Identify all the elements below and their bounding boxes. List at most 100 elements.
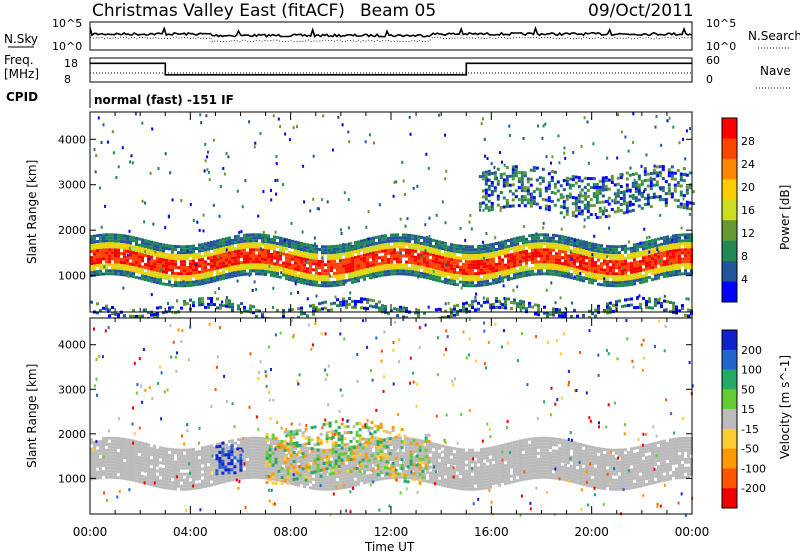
echo-cell xyxy=(561,235,564,239)
echo-cell xyxy=(138,471,141,475)
echo-cell xyxy=(501,273,504,277)
echo-cell xyxy=(297,274,300,278)
echo-cell xyxy=(450,279,453,283)
echo-cell xyxy=(345,303,348,307)
echo-cell xyxy=(387,266,390,270)
echo-cell xyxy=(501,264,504,268)
echo-cell xyxy=(153,274,156,278)
echo-cell xyxy=(309,252,312,256)
echo-cell xyxy=(516,302,519,306)
echo-cell xyxy=(492,275,495,279)
echo-cell xyxy=(132,457,135,461)
echo-cell xyxy=(288,451,291,455)
echo-cell xyxy=(679,202,683,206)
echo-cell xyxy=(485,232,488,235)
echo-cell xyxy=(345,458,348,462)
echo-cell xyxy=(129,457,132,460)
echo-cell xyxy=(171,475,174,479)
echo-cell xyxy=(547,181,551,185)
echo-cell xyxy=(429,259,432,263)
echo-cell xyxy=(120,476,123,480)
echo-cell xyxy=(279,263,282,267)
echo-cell xyxy=(147,272,150,276)
echo-cell xyxy=(327,475,330,479)
echo-cell xyxy=(642,274,645,278)
echo-cell xyxy=(555,240,558,244)
echo-cell xyxy=(360,254,363,258)
echo-cell xyxy=(303,470,306,474)
echo-cell xyxy=(666,119,669,123)
echo-cell xyxy=(453,264,456,268)
echo-cell xyxy=(412,186,415,190)
echo-cell xyxy=(354,302,357,306)
echo-cell xyxy=(342,300,345,304)
echo-cell xyxy=(450,258,453,262)
echo-cell xyxy=(384,255,387,259)
echo-cell xyxy=(339,262,342,266)
echo-cell xyxy=(612,278,615,282)
echo-cell xyxy=(126,465,129,469)
echo-cell xyxy=(510,301,513,304)
echo-cell xyxy=(678,269,681,273)
echo-cell xyxy=(414,267,417,271)
echo-cell xyxy=(334,295,337,299)
echo-cell xyxy=(333,454,336,458)
echo-cell xyxy=(456,256,459,260)
echo-cell xyxy=(99,242,102,246)
echo-cell xyxy=(300,248,303,251)
echo-cell xyxy=(423,275,426,279)
echo-cell xyxy=(339,244,342,248)
echo-cell xyxy=(255,236,258,240)
echo-cell xyxy=(288,463,291,467)
echo-cell xyxy=(516,251,519,255)
echo-cell xyxy=(336,472,339,476)
echo-cell xyxy=(105,307,108,311)
echo-cell xyxy=(465,260,468,264)
echo-cell xyxy=(246,236,249,240)
echo-cell xyxy=(159,277,162,281)
echo-cell xyxy=(552,257,555,261)
echo-cell xyxy=(490,184,494,187)
echo-cell xyxy=(357,246,360,250)
echo-cell xyxy=(231,250,234,254)
echo-cell xyxy=(669,255,672,259)
echo-cell xyxy=(100,141,103,144)
echo-cell xyxy=(327,278,330,282)
echo-cell xyxy=(228,272,231,276)
echo-cell xyxy=(342,273,345,277)
echo-cell xyxy=(591,257,594,261)
echo-cell xyxy=(282,461,285,465)
echo-cell xyxy=(507,254,510,257)
echo-cell xyxy=(264,234,267,237)
echo-cell xyxy=(570,237,573,241)
echo-cell xyxy=(624,265,627,269)
echo-cell xyxy=(255,254,258,258)
echo-cell xyxy=(255,454,258,458)
echo-cell xyxy=(105,254,108,258)
echo-cell xyxy=(132,272,135,276)
echo-cell xyxy=(336,304,339,308)
echo-cell xyxy=(525,270,528,274)
echo-cell xyxy=(347,226,350,230)
echo-cell xyxy=(96,458,99,462)
echo-cell xyxy=(201,461,204,465)
echo-cell xyxy=(321,275,324,279)
echo-cell xyxy=(159,479,162,483)
echo-cell xyxy=(468,263,471,267)
echo-cell xyxy=(99,473,102,477)
echo-cell xyxy=(237,237,240,241)
echo-cell xyxy=(563,274,566,278)
echo-cell xyxy=(414,264,417,268)
echo-cell xyxy=(562,206,566,210)
echo-cell xyxy=(387,257,390,261)
echo-cell xyxy=(435,272,438,276)
echo-cell xyxy=(501,246,504,250)
echo-cell xyxy=(619,173,622,177)
echo-cell xyxy=(604,215,608,219)
echo-cell xyxy=(666,259,669,263)
echo-cell xyxy=(195,283,198,287)
echo-cell xyxy=(126,462,129,466)
echo-cell xyxy=(246,464,249,467)
echo-cell xyxy=(516,236,519,240)
